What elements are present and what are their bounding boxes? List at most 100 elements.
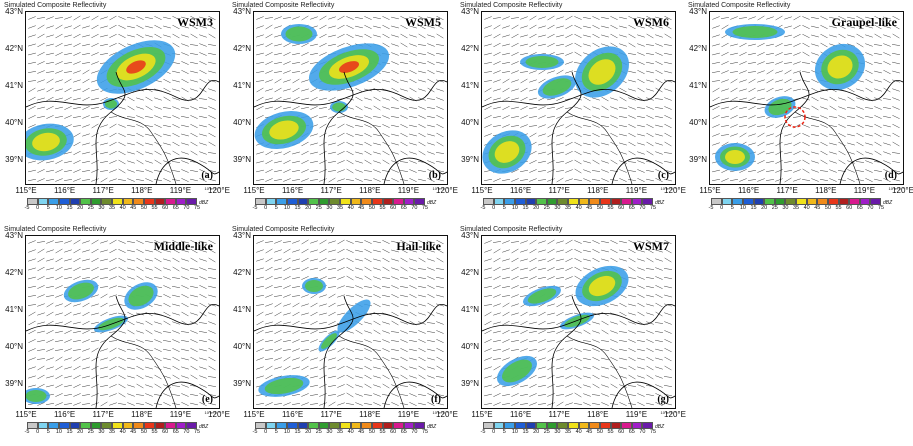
wind-barb (529, 384, 537, 388)
wind-barb (373, 169, 381, 173)
wind-barb (274, 43, 282, 47)
wind-barb (427, 366, 435, 370)
wind-barb (811, 34, 819, 38)
wind-barb (601, 402, 609, 406)
wind-barb (274, 320, 282, 326)
wind-barb (190, 53, 198, 55)
wind-barb (82, 258, 90, 262)
wind-barb (208, 347, 216, 353)
wind-barb (172, 178, 180, 182)
wind-barb (127, 133, 135, 137)
wind-barb (655, 151, 663, 155)
wind-barb (802, 16, 810, 20)
wind-barb (190, 115, 198, 119)
wind-barb (874, 15, 882, 21)
wind-barb (310, 384, 318, 388)
colorbar-label: 50 (368, 205, 375, 211)
wind-barb (136, 124, 144, 128)
wind-barb (154, 124, 162, 128)
wind-barb (829, 142, 837, 146)
wind-barb (619, 366, 627, 370)
wind-barb (484, 357, 492, 361)
wind-barb (664, 106, 672, 110)
lon-label: 115°E (471, 410, 493, 419)
wind-barb (328, 401, 336, 407)
wind-barb (100, 43, 108, 47)
wind-barb (292, 286, 300, 288)
reflectivity-map: Graupel-like (d) (709, 11, 904, 185)
colorbar-cell (568, 198, 579, 205)
wind-barb (373, 79, 381, 83)
wind-barb (199, 285, 207, 289)
wind-barb (256, 329, 264, 335)
colorbar-label: 15 (294, 429, 301, 435)
wind-barb (319, 116, 327, 118)
wind-barb (748, 124, 756, 128)
wind-barb (37, 365, 45, 371)
wind-barb (721, 134, 729, 136)
wind-barb (28, 160, 36, 164)
wind-barb (664, 330, 672, 334)
wind-barb (328, 277, 336, 279)
colorbar-cell (143, 422, 155, 429)
wind-barb (766, 69, 774, 75)
colorbar-cell (265, 422, 277, 429)
wind-barb (820, 159, 828, 165)
wind-barb (190, 61, 198, 65)
wind-barb (136, 33, 144, 39)
wind-barb (73, 132, 81, 138)
wind-barb (721, 141, 729, 147)
wind-barb (628, 348, 636, 352)
wind-barb (409, 116, 417, 118)
wind-barb (283, 266, 291, 272)
wind-barb (583, 25, 591, 29)
wind-barb (712, 52, 720, 56)
wind-barb (592, 25, 600, 29)
wind-barb (382, 403, 390, 405)
wind-barb (382, 321, 390, 325)
wind-barb (265, 321, 273, 325)
wind-barb (502, 240, 510, 244)
colorbar-cell (318, 422, 330, 429)
wind-barb (181, 258, 189, 262)
wind-barb (136, 106, 144, 110)
wind-barb (274, 25, 282, 29)
wind-barb (346, 383, 354, 389)
wind-barb (592, 170, 600, 172)
wind-barb (181, 124, 189, 128)
wind-barb (511, 321, 519, 325)
wind-barb (628, 321, 636, 325)
wind-barb (301, 43, 309, 47)
colorbar-cell (308, 422, 319, 429)
wind-barb (109, 267, 117, 271)
wind-barb (730, 62, 738, 64)
wind-barb (427, 69, 435, 75)
wind-barb (283, 178, 291, 182)
wind-barb (100, 34, 108, 38)
colorbar-label: 30 (782, 205, 789, 211)
wind-barb (766, 179, 774, 181)
wind-barb (493, 178, 501, 182)
wind-barb (172, 394, 180, 396)
wind-barb (136, 348, 144, 352)
wind-barb (73, 321, 81, 325)
wind-barb (283, 294, 291, 298)
wind-barb (310, 249, 318, 253)
province-boundary (338, 335, 405, 408)
colorbar (255, 198, 425, 207)
wind-barb (274, 78, 282, 84)
wind-barb (538, 124, 546, 128)
wind-barb (172, 124, 180, 128)
wind-barb (64, 106, 72, 110)
wind-barb (547, 312, 555, 316)
wind-barb (400, 277, 408, 279)
wind-barb (328, 293, 336, 299)
wind-barb (484, 375, 492, 379)
wind-barb (55, 312, 63, 316)
wind-barb (355, 267, 363, 271)
wind-barb (256, 403, 264, 405)
wind-barb (784, 151, 792, 155)
wind-barb (292, 179, 300, 181)
wind-barb (892, 115, 900, 119)
lat-label: 40°N (233, 118, 251, 127)
